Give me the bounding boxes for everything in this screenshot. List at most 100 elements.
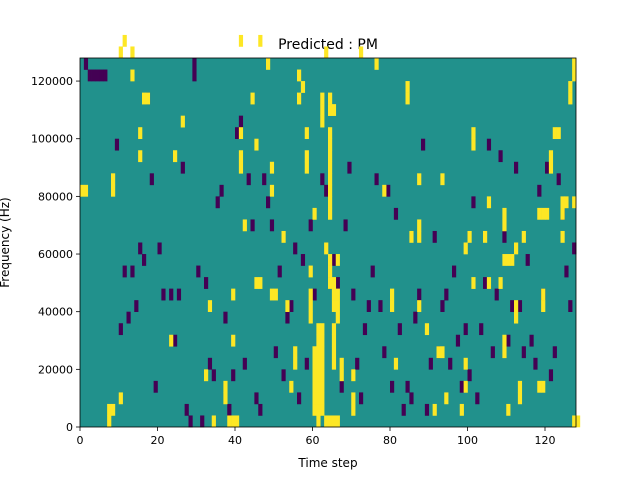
heatmap-cell-high [145, 92, 151, 105]
heatmap-cell-high [180, 115, 185, 128]
heatmap-cell-low [83, 58, 89, 70]
heatmap-cell-high [405, 92, 410, 105]
heatmap-cell-low [339, 380, 344, 393]
heatmap-cell-high [316, 346, 321, 359]
heatmap-cell-low [525, 254, 530, 266]
heatmap-cell-high [417, 300, 422, 312]
heatmap-cell-low [91, 69, 96, 82]
heatmap-cell-high [517, 392, 523, 405]
heatmap-cell-low [219, 184, 224, 197]
heatmap-cell-low [180, 161, 185, 174]
heatmap-cell-high [107, 403, 112, 416]
heatmap-cell-high [223, 380, 228, 393]
heatmap-cell-high [320, 92, 325, 105]
heatmap-cell-high [328, 277, 333, 289]
heatmap-cell-low [118, 323, 123, 336]
heatmap-cell-high [281, 230, 286, 243]
heatmap-cell-high [502, 219, 507, 232]
heatmap-cell-high [463, 242, 468, 255]
x-axis: 0 20 40 60 80 100 120 [77, 427, 556, 447]
heatmap-cell-high [258, 34, 263, 47]
heatmap-cell-high [169, 334, 174, 347]
heatmap-cell-low [227, 403, 232, 416]
heatmap-cell-high [304, 161, 309, 174]
y-tick-label: 60000 [38, 248, 73, 261]
heatmap-cell-high [269, 288, 275, 301]
heatmap-cell-high [351, 369, 356, 382]
heatmap-cell-high [324, 46, 329, 59]
heatmap-cell-high [506, 403, 511, 416]
heatmap-cell-low [494, 288, 499, 301]
heatmap-cell-low [223, 311, 228, 324]
heatmap-cell-low [486, 138, 492, 151]
heatmap-cell-low [374, 173, 379, 186]
heatmap-cell-low [200, 415, 205, 428]
heatmap-cell-high [548, 161, 554, 174]
heatmap-cell-high [339, 369, 344, 382]
heatmap-cell-high [304, 127, 309, 140]
heatmap-cell-high [328, 254, 333, 266]
heatmap-cell-high [541, 207, 546, 220]
y-tick-label: 120000 [31, 75, 73, 88]
heatmap-cell-high [335, 288, 340, 301]
heatmap-cell-low [537, 184, 542, 197]
heatmap-cell-high [502, 334, 507, 347]
heatmap-cell-high [572, 69, 577, 82]
heatmap-cell-low [153, 380, 158, 393]
heatmap-cell-low [467, 369, 472, 382]
heatmap-cell-high [238, 127, 244, 140]
heatmap-cell-high [514, 300, 519, 312]
heatmap-cell-high [328, 150, 333, 163]
heatmap-cell-high [312, 357, 317, 370]
heatmap-cell-high [514, 242, 519, 255]
heatmap-cell-high [444, 392, 449, 405]
y-tick-label: 0 [66, 421, 73, 434]
heatmap-cell-high [506, 254, 511, 266]
heatmap-cell-low [568, 300, 573, 312]
heatmap-cell-high [320, 323, 325, 336]
heatmap-cell-high [130, 69, 135, 82]
heatmap-cell-high [316, 334, 321, 347]
heatmap-cell-high [285, 300, 290, 312]
heatmap-cell-high [331, 277, 337, 289]
heatmap-cell-low [238, 115, 244, 128]
heatmap-cell-high [320, 334, 325, 347]
heatmap-cell-low [556, 173, 561, 186]
heatmap-cell-high [537, 380, 542, 393]
heatmap-cell-high [231, 334, 236, 347]
heatmap-cell-low [490, 346, 495, 359]
heatmap-cell-high [390, 288, 395, 301]
heatmap-cell-high [328, 184, 333, 197]
heatmap-cell-high [560, 207, 565, 220]
heatmap-cell-high [320, 104, 325, 116]
heatmap-cell-low [285, 311, 290, 324]
heatmap-cell-low [331, 254, 337, 266]
heatmap-cell-high [359, 46, 364, 59]
heatmap-cell-high [308, 265, 313, 278]
heatmap-cell-high [297, 69, 302, 82]
heatmap-cell-high [335, 311, 340, 324]
heatmap-cell-high [254, 277, 259, 289]
heatmap-cell-low [161, 288, 166, 301]
heatmap-cell-high [351, 403, 356, 416]
heatmap-cell-high [424, 323, 430, 336]
heatmap-cell-low [459, 380, 464, 393]
heatmap-cell-high [273, 288, 278, 301]
x-tick-label: 80 [383, 434, 397, 447]
heatmap-cell-low [378, 300, 383, 312]
heatmap-cell-high [111, 173, 116, 186]
heatmap-cell-high [138, 150, 143, 163]
heatmap-cell-high [293, 346, 298, 359]
heatmap-cell-high [111, 184, 116, 197]
y-tick-label: 100000 [31, 133, 73, 146]
heatmap-cell-high [269, 161, 275, 174]
heatmap-cell-low [324, 184, 329, 197]
heatmap-cell-high [254, 138, 259, 151]
heatmap-cell-high [308, 300, 313, 312]
heatmap-cell-low [401, 403, 406, 416]
heatmap-cell-low [269, 219, 275, 232]
heatmap-cell-high [560, 230, 565, 243]
heatmap-cell-high [331, 346, 337, 359]
heatmap-cell-high [568, 81, 573, 93]
